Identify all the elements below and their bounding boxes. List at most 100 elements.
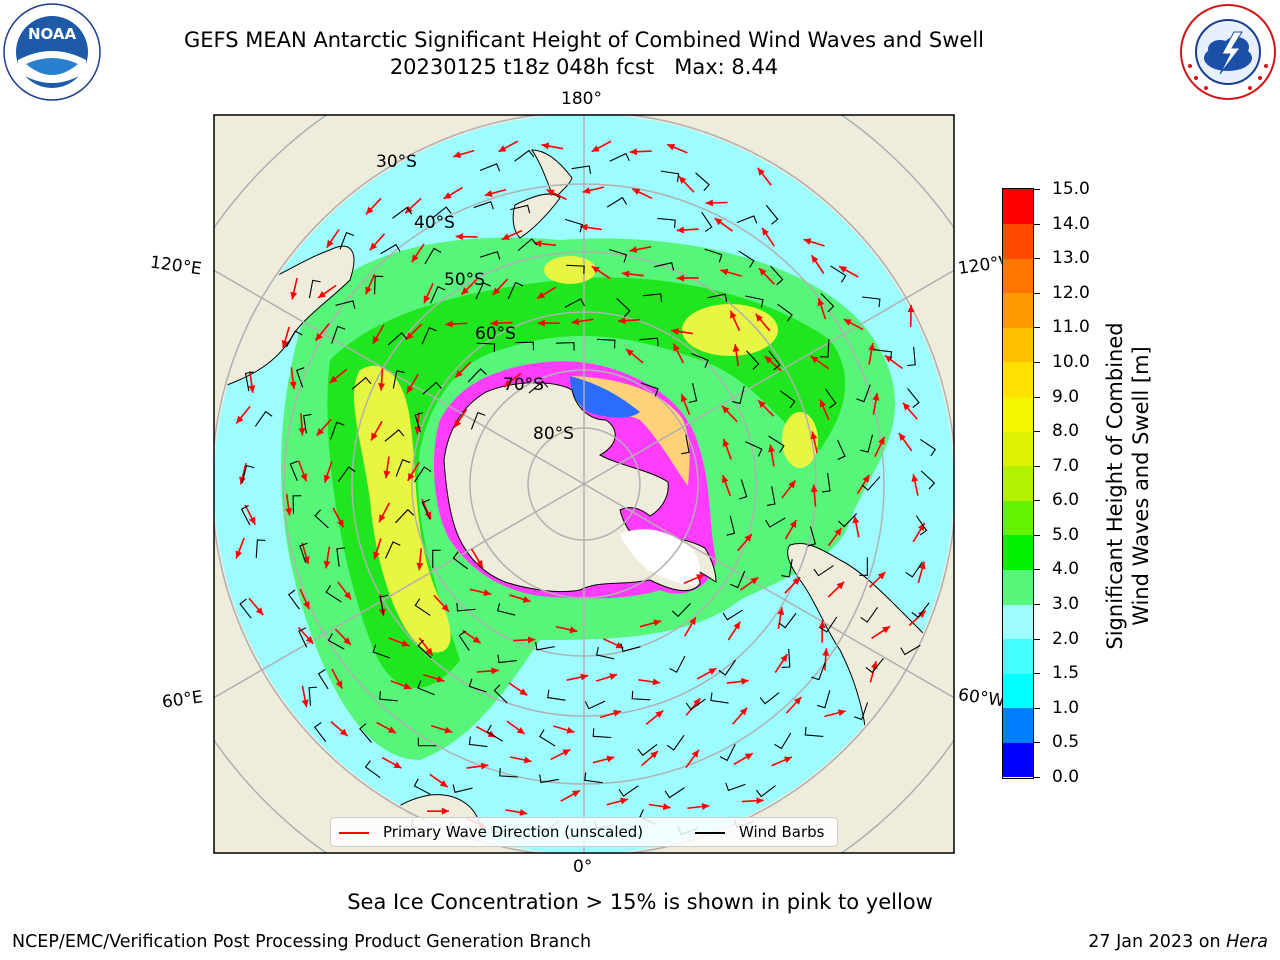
wind-barb [255, 539, 266, 558]
wave-arrow-head [878, 436, 885, 445]
wind-barb [807, 526, 817, 547]
wind-barb [824, 388, 837, 409]
wind-barb [387, 332, 408, 346]
wave-arrow-head [455, 233, 463, 241]
chart-title: GEFS MEAN Antarctic Significant Height o… [183, 28, 985, 52]
colorbar-segment [1003, 569, 1033, 605]
wave-arrow-head [836, 581, 845, 590]
wind-barb [417, 737, 437, 747]
lat-label-70s: 70°S [503, 375, 544, 395]
wave-arrow-head [721, 475, 729, 484]
wind-barb [413, 778, 431, 795]
wind-barb [244, 371, 254, 392]
wind-barb [718, 659, 737, 676]
wind-barb [768, 350, 781, 371]
colorbar-tick [1034, 327, 1040, 329]
colorbar-segment [1003, 673, 1033, 709]
colorbar-tick-label: 0.5 [1052, 732, 1080, 753]
wind-barb [853, 702, 869, 721]
wind-barb [836, 439, 846, 461]
wave-arrow-head [629, 148, 638, 156]
colorbar-tick-label: 2.0 [1052, 628, 1080, 649]
colorbar-tick [1034, 604, 1040, 606]
wave-arrow-head [652, 678, 661, 686]
wind-barb [325, 585, 342, 603]
wind-barb [664, 787, 685, 799]
wind-barb [424, 247, 442, 265]
wave-band-6-8m-north [682, 304, 778, 356]
legend-wave-line [339, 832, 369, 834]
wind-barb [820, 293, 835, 313]
wave-arrow-head [393, 761, 402, 769]
wind-barb [535, 641, 555, 651]
colorbar-tick-label: 5.0 [1052, 524, 1080, 545]
wave-arrow-head [298, 427, 306, 436]
wind-barb [330, 421, 345, 440]
colorbar-tick-label: 6.0 [1052, 490, 1080, 511]
wind-barb [497, 654, 517, 664]
wave-arrow-head [780, 654, 788, 663]
wave-arrow-head [441, 603, 449, 612]
wave-arrow-head [365, 206, 374, 215]
wave-arrow-head [918, 561, 926, 570]
wind-barb [768, 435, 785, 453]
wind-barb [468, 678, 487, 693]
wind-barb [819, 616, 838, 633]
wave-arrow-head [902, 402, 911, 411]
wind-barb [730, 570, 746, 589]
wave-arrow-head [862, 474, 870, 483]
wind-barb [781, 559, 793, 578]
wind-barb [364, 760, 381, 779]
colorbar-tick-label: 14.0 [1052, 213, 1090, 234]
wave-arrow-head [453, 151, 462, 158]
colorbar-segment [1003, 396, 1033, 432]
wave-arrow-head [492, 287, 501, 296]
wave-arrow-head [722, 438, 730, 447]
wind-barb [907, 346, 916, 367]
lat-label-80s: 80°S [533, 424, 574, 444]
wind-barb [547, 689, 566, 701]
wave-arrow-head [537, 291, 545, 299]
wave-arrow-head [907, 304, 915, 313]
wind-barb [654, 262, 675, 271]
wave-band-6-8m-east [782, 412, 818, 468]
wind-barb [811, 662, 826, 681]
wave-arrow-head [768, 444, 775, 453]
wave-arrow-head [834, 527, 842, 536]
wind-barb [417, 639, 432, 659]
wave-arrow-head [671, 327, 679, 335]
wind-barb [331, 325, 346, 344]
wave-arrow-head [691, 749, 699, 758]
wind-barb [430, 286, 446, 304]
wave-arrow-head [705, 199, 713, 207]
wave-arrow-head [519, 808, 528, 816]
wind-barb [475, 282, 491, 300]
wind-barb [289, 460, 298, 481]
wave-arrow-head [444, 726, 453, 734]
wave-arrow-head [290, 291, 298, 300]
wind-barb [421, 499, 431, 520]
wave-arrow-head [793, 697, 802, 705]
colorbar-segment [1003, 465, 1033, 501]
wave-arrow-head [843, 319, 852, 326]
wave-arrow-head [591, 145, 600, 152]
wave-arrow-head [741, 677, 749, 685]
wind-barb [738, 479, 748, 500]
wave-arrow-head [373, 551, 380, 560]
lon-label-180: 180° [561, 89, 602, 109]
wind-barb [907, 388, 920, 408]
wave-arrow-head [721, 405, 730, 414]
wind-barb [637, 743, 658, 757]
wind-barb [239, 598, 252, 619]
wind-barb [584, 700, 606, 710]
colorbar-tick [1034, 223, 1040, 225]
wind-barb [314, 722, 327, 742]
wind-barb [669, 655, 686, 673]
colorbar-tick [1034, 465, 1040, 467]
wave-arrow-head [764, 356, 773, 364]
wind-barb [539, 774, 559, 784]
chart-subtitle: 20230125 t18z 048h fcst Max: 8.44 [389, 55, 779, 79]
wave-arrow-head [839, 266, 848, 273]
wave-arrow-head [436, 675, 445, 683]
colorbar-segment [1003, 534, 1033, 570]
